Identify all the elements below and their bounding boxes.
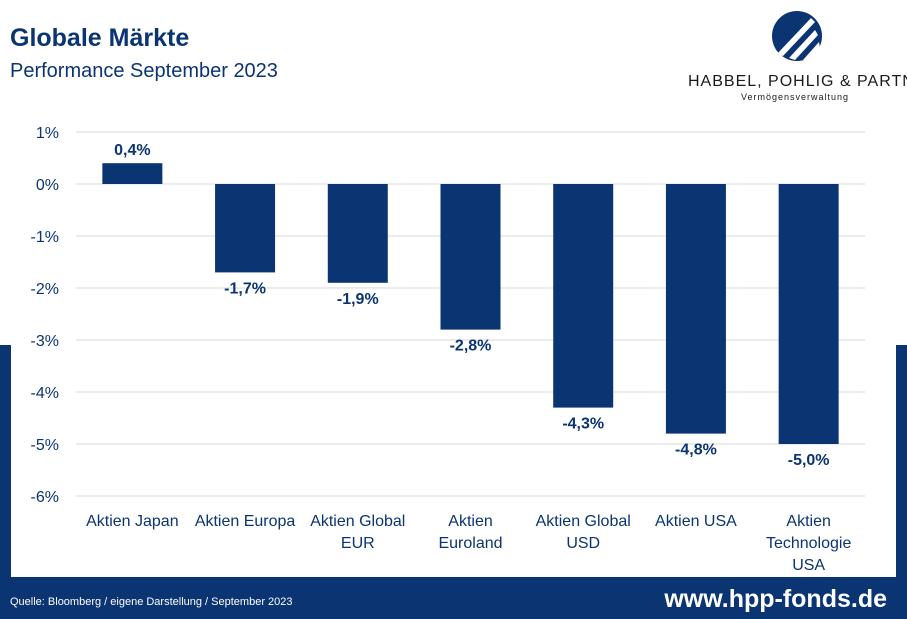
logo-company-name: HABBEL, POHLIG & PARTNER [688, 73, 907, 90]
bar-chart: 1% 0% -1% -2% -3% -4% -5% -6% 0,4% Aktien Japan -1… [31, 125, 865, 574]
y-tick-label: 0% [36, 177, 59, 194]
bar [778, 184, 839, 444]
x-category-label-line: Aktien [786, 513, 830, 530]
y-tick-label: -6% [31, 489, 59, 506]
y-tick-label: -2% [31, 281, 59, 298]
x-category-label: Aktien Technologie USA [766, 513, 852, 574]
data-label: -2,8% [450, 338, 492, 355]
logo-emblem-icon [772, 11, 822, 61]
bar [665, 184, 726, 434]
bar [327, 184, 388, 283]
left-accent-band [0, 345, 11, 577]
x-category-label-line: Technologie [766, 535, 852, 552]
x-category-label-line: USD [566, 535, 600, 552]
x-category-label: Aktien Europa [195, 513, 296, 530]
footer-bar: Quelle: Bloomberg / eigene Darstellung /… [0, 577, 907, 619]
bar [553, 184, 614, 408]
x-category-label-line: Aktien Global [310, 513, 405, 530]
x-category-label-line: Aktien Japan [86, 513, 179, 530]
y-tick-label: -5% [31, 437, 59, 454]
y-tick-label: -3% [31, 333, 59, 350]
chart-subtitle: Performance September 2023 [10, 60, 278, 82]
x-category-label-line: Aktien USA [655, 513, 737, 530]
x-category-label: Aktien Global EUR [310, 513, 405, 552]
company-logo: HABBEL, POHLIG & PARTNER Vermögensverwal… [688, 10, 907, 105]
data-label: -4,3% [562, 416, 604, 433]
logo-tagline: Vermögensverwaltung [740, 92, 850, 102]
bar [102, 163, 163, 184]
chart-card: Globale Märkte Performance September 202… [10, 10, 907, 574]
data-label: 0,4% [114, 142, 150, 159]
x-category-label-line: Aktien [448, 513, 492, 530]
bar [215, 184, 276, 273]
y-tick-label: -1% [31, 229, 59, 246]
website-link[interactable]: www.hpp-fonds.de [664, 585, 887, 613]
data-label: -4,8% [675, 442, 717, 459]
source-note: Quelle: Bloomberg / eigene Darstellung /… [10, 596, 293, 608]
x-category-label-line: Euroland [438, 535, 502, 552]
y-tick-label: 1% [36, 125, 59, 142]
data-label: -1,9% [337, 291, 379, 308]
x-category-label-line: EUR [341, 535, 375, 552]
data-label: -1,7% [224, 280, 266, 297]
x-category-label-line: Aktien Europa [195, 513, 296, 530]
x-category-label: Aktien Euroland [438, 513, 502, 552]
y-tick-label: -4% [31, 385, 59, 402]
right-accent-band [896, 345, 907, 577]
bar [440, 184, 501, 330]
x-category-label: Aktien Japan [86, 513, 179, 530]
data-label: -5,0% [788, 452, 830, 469]
x-category-label-line: USA [792, 557, 825, 574]
chart-title: Globale Märkte [10, 24, 190, 52]
x-category-label: Aktien USA [655, 513, 737, 530]
x-category-label: Aktien Global USD [536, 513, 631, 552]
x-category-label-line: Aktien Global [536, 513, 631, 530]
